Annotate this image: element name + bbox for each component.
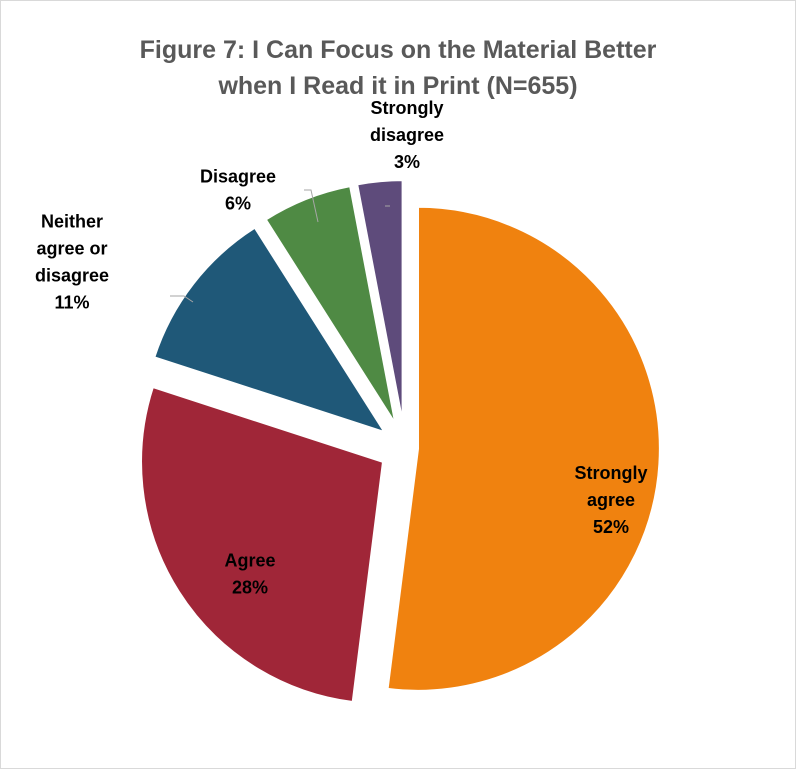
pie-slice-strongly-disagree (356, 179, 404, 423)
data-label-strongly-agree: Strongly agree 52% (574, 463, 647, 537)
pie-slice-agree (140, 385, 385, 704)
chart-title-line-1: Figure 7: I Can Focus on the Material Be… (140, 36, 657, 64)
pie-slices (140, 179, 661, 704)
leader-lines (170, 189, 390, 303)
pie-slice-neither-agree-or-disagree (153, 226, 387, 434)
leader-line (170, 295, 194, 303)
pie-slice-strongly-agree (386, 205, 661, 692)
leader-line (304, 189, 319, 223)
chart-title: Figure 7: I Can Focus on the Material Be… (140, 36, 657, 100)
data-label-strongly-disagree: Strongly disagree 3% (370, 98, 444, 172)
data-labels: Strongly agree 52% Agree 28% Neither agree or d… (35, 98, 648, 598)
data-label-agree: Agree 28% (224, 551, 275, 598)
data-label-neither-agree-or-disagree: Neither agree or disagree 11% (35, 212, 109, 313)
chart-title-line-2: when I Read it in Print (N=655) (217, 72, 577, 100)
data-label-disagree: Disagree 6% (200, 167, 276, 214)
pie-slice-disagree (264, 184, 397, 425)
